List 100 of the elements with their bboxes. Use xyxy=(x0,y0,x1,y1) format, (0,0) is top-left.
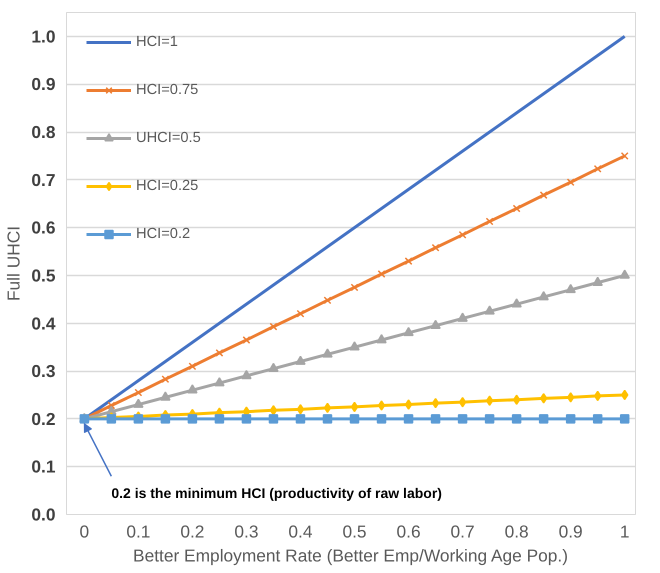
legend-label: HCI=1 xyxy=(136,34,178,50)
point xyxy=(107,402,116,410)
x-tick-label: 1 xyxy=(620,522,630,542)
y-tick-label: 0.1 xyxy=(31,456,56,477)
y-tick-label: 0.5 xyxy=(31,265,56,286)
x-tick-label: 0.1 xyxy=(126,522,150,542)
point xyxy=(160,414,170,424)
x-tick-label: 0.8 xyxy=(504,522,529,542)
point xyxy=(512,414,522,424)
point xyxy=(322,414,332,424)
point xyxy=(268,362,279,372)
legend-label: UHCI=0.5 xyxy=(136,130,201,146)
point xyxy=(270,405,278,416)
point xyxy=(215,348,224,357)
point xyxy=(133,398,144,408)
point xyxy=(404,399,412,410)
point xyxy=(457,312,468,322)
x-tick-label: 0.3 xyxy=(234,522,258,542)
point xyxy=(511,298,522,308)
x-tick-label: 0.7 xyxy=(450,522,475,542)
point xyxy=(349,341,360,351)
point xyxy=(296,404,304,415)
annotation: 0.2 is the minimum HCI (productivity of raw labor) xyxy=(111,484,442,501)
legend-label: HCI=0.25 xyxy=(136,178,198,194)
point xyxy=(296,414,306,424)
point xyxy=(324,296,332,304)
point xyxy=(484,305,495,315)
point xyxy=(538,414,548,424)
point xyxy=(242,336,250,344)
y-tick-label: 0.6 xyxy=(31,218,56,238)
point xyxy=(594,164,602,173)
x-tick-label: 0.5 xyxy=(342,522,367,542)
legend-label: HCI=0.75 xyxy=(136,82,198,98)
point xyxy=(592,414,602,424)
point xyxy=(486,217,494,226)
point xyxy=(242,414,252,424)
y-tick-label: 1.0 xyxy=(31,26,56,46)
point xyxy=(350,402,358,412)
point xyxy=(378,270,386,278)
point xyxy=(565,284,576,294)
y-tick-label: 0.8 xyxy=(31,122,56,142)
point xyxy=(620,414,630,424)
point xyxy=(540,393,548,404)
point xyxy=(187,384,198,394)
point xyxy=(458,230,467,239)
point xyxy=(322,348,333,358)
point xyxy=(241,370,252,380)
legend-label: HCI=0.2 xyxy=(136,226,190,242)
y-tick-label: 0.7 xyxy=(31,170,56,190)
point xyxy=(566,414,576,424)
point xyxy=(214,414,224,424)
point xyxy=(620,390,628,400)
point xyxy=(134,414,144,424)
x-tick-label: 0.2 xyxy=(180,522,204,542)
point xyxy=(324,402,332,414)
point xyxy=(214,377,225,386)
x-tick-label: 0 xyxy=(80,522,90,542)
point xyxy=(594,390,602,402)
x-tick-label: 0.4 xyxy=(288,522,313,542)
x-tick-label: 0.9 xyxy=(558,522,583,542)
point xyxy=(376,414,386,424)
x-tick-label: 0.6 xyxy=(396,522,421,542)
point xyxy=(188,362,196,370)
point xyxy=(432,244,440,252)
point xyxy=(404,414,414,424)
y-tick-label: 0.9 xyxy=(31,74,56,94)
point xyxy=(404,257,412,266)
point xyxy=(161,375,170,384)
point xyxy=(538,291,549,300)
point xyxy=(270,322,278,331)
point xyxy=(512,204,521,212)
y-tick-label: 0.0 xyxy=(31,504,56,524)
point xyxy=(512,394,520,406)
point xyxy=(350,414,360,424)
point xyxy=(403,326,414,336)
point xyxy=(268,414,278,424)
point xyxy=(296,310,304,318)
point xyxy=(620,152,629,160)
point xyxy=(432,398,440,408)
point xyxy=(160,391,171,401)
y-tick-label: 0.2 xyxy=(31,408,56,429)
point xyxy=(484,414,494,424)
point xyxy=(486,395,494,406)
x-axis-title: Better Employment Rate (Better Emp/Working Age Pop.) xyxy=(133,546,568,566)
point xyxy=(619,270,630,279)
point xyxy=(350,283,358,292)
point xyxy=(378,400,386,411)
point xyxy=(540,191,548,200)
point xyxy=(458,414,468,424)
point xyxy=(592,276,603,286)
y-axis-title: Full UHCI xyxy=(3,226,24,302)
point xyxy=(134,388,142,397)
point xyxy=(458,396,466,408)
point xyxy=(376,334,387,344)
point xyxy=(430,414,440,424)
point xyxy=(430,320,441,329)
point xyxy=(566,392,574,403)
y-tick-label: 0.3 xyxy=(31,361,56,382)
point xyxy=(188,414,198,424)
point xyxy=(566,178,575,186)
